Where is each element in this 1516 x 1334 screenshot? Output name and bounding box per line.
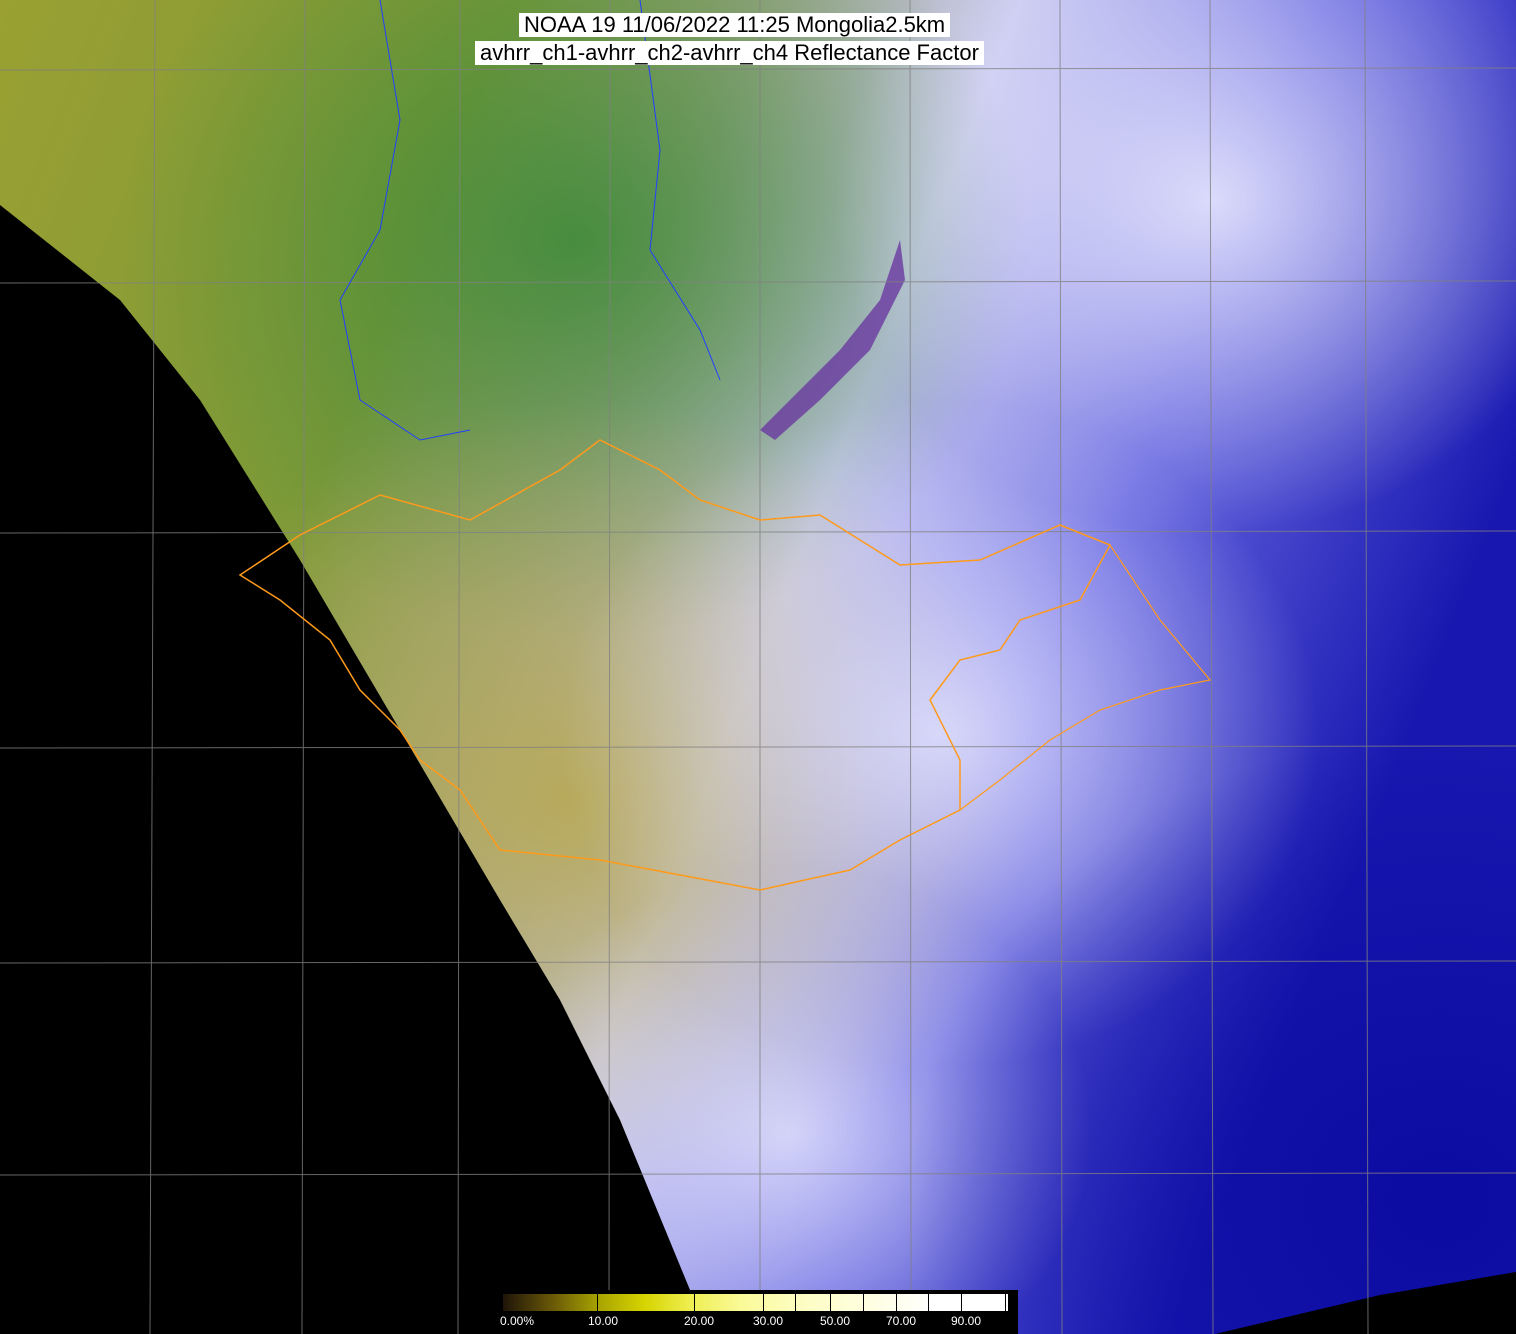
river [339,0,471,441]
colorbar-tick [863,1294,864,1311]
colorbar-tick [896,1294,897,1311]
colorbar-legend: 0.00% 10.00 20.00 30.00 50.00 70.00 90.0… [500,1290,1018,1334]
colorbar-label: 90.00 [951,1314,982,1328]
colorbar-tick [1005,1294,1006,1311]
colorbar-label: 30.00 [753,1314,784,1328]
mongolia-border [238,439,1112,891]
colorbar-tick [830,1294,831,1311]
colorbar-tick [928,1294,929,1311]
colorbar-label: 10.00 [588,1314,619,1328]
colorbar-gradient [503,1294,1008,1311]
lake-baikal [760,240,905,440]
inner-mongolia-border [959,524,1212,811]
no-data-region-corner [1215,1272,1516,1334]
colorbar-tick [961,1294,962,1311]
colorbar-label: 0.00% [500,1314,535,1328]
colorbar-tick [795,1294,796,1311]
colorbar-label: 70.00 [886,1314,917,1328]
colorbar-label: 20.00 [684,1314,715,1328]
river [639,0,721,381]
colorbar-label: 50.00 [820,1314,851,1328]
colorbar-tick [763,1294,764,1311]
colorbar-tick [597,1294,598,1311]
title-line-2: avhrr_ch1-avhrr_ch2-avhrr_ch4 Reflectanc… [475,41,984,65]
no-data-region [0,205,690,1334]
colorbar-tick [694,1294,695,1311]
title-line-1: NOAA 19 11/06/2022 11:25 Mongolia2.5km [519,13,951,37]
